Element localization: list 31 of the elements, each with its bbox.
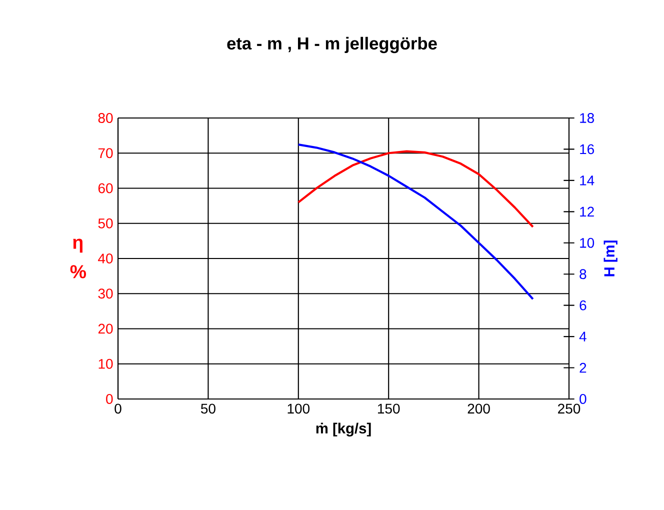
x-tick-label: 200: [468, 404, 490, 414]
x-tick-label: 100: [288, 404, 310, 414]
y2-axis-title: H [m]: [604, 240, 618, 276]
y2-tick-label: 18: [580, 113, 594, 123]
y-tick-label: 20: [98, 324, 113, 334]
y-tick-label: 80: [98, 113, 113, 123]
y2-tick-label: 8: [580, 269, 586, 280]
y-tick-label: 0: [106, 394, 113, 404]
y2-tick-label: 12: [580, 206, 594, 217]
y2-tick-label: 4: [579, 332, 586, 342]
y2-tick-label: 10: [580, 238, 594, 248]
x-axis-title: ṁ [kg/s]: [316, 422, 371, 437]
x-tick-label: 0: [114, 404, 122, 414]
line-series: [297, 150, 534, 228]
y2-tick-label: 16: [580, 144, 594, 154]
y-tick-label: 30: [98, 288, 113, 299]
y-tick-label: 70: [98, 148, 113, 158]
y2-tick-label: 6: [580, 300, 586, 310]
chart-title: eta - m , H - m jelleggörbe: [227, 36, 437, 54]
y2-tick-label: 0: [580, 394, 586, 404]
y2-tick-label: 14: [580, 176, 594, 186]
x-tick-label: 250: [558, 404, 580, 414]
x-tick-label: 150: [378, 404, 400, 414]
y-axis-title: η %: [70, 238, 86, 278]
line-series: [297, 143, 534, 300]
y-tick-label: 60: [98, 183, 113, 194]
y-tick-label: 40: [98, 254, 113, 264]
y-tick-label: 10: [98, 358, 113, 369]
x-tick-label: 50: [200, 404, 216, 414]
y2-tick-label: 2: [580, 362, 586, 373]
y-tick-label: 50: [98, 218, 113, 228]
